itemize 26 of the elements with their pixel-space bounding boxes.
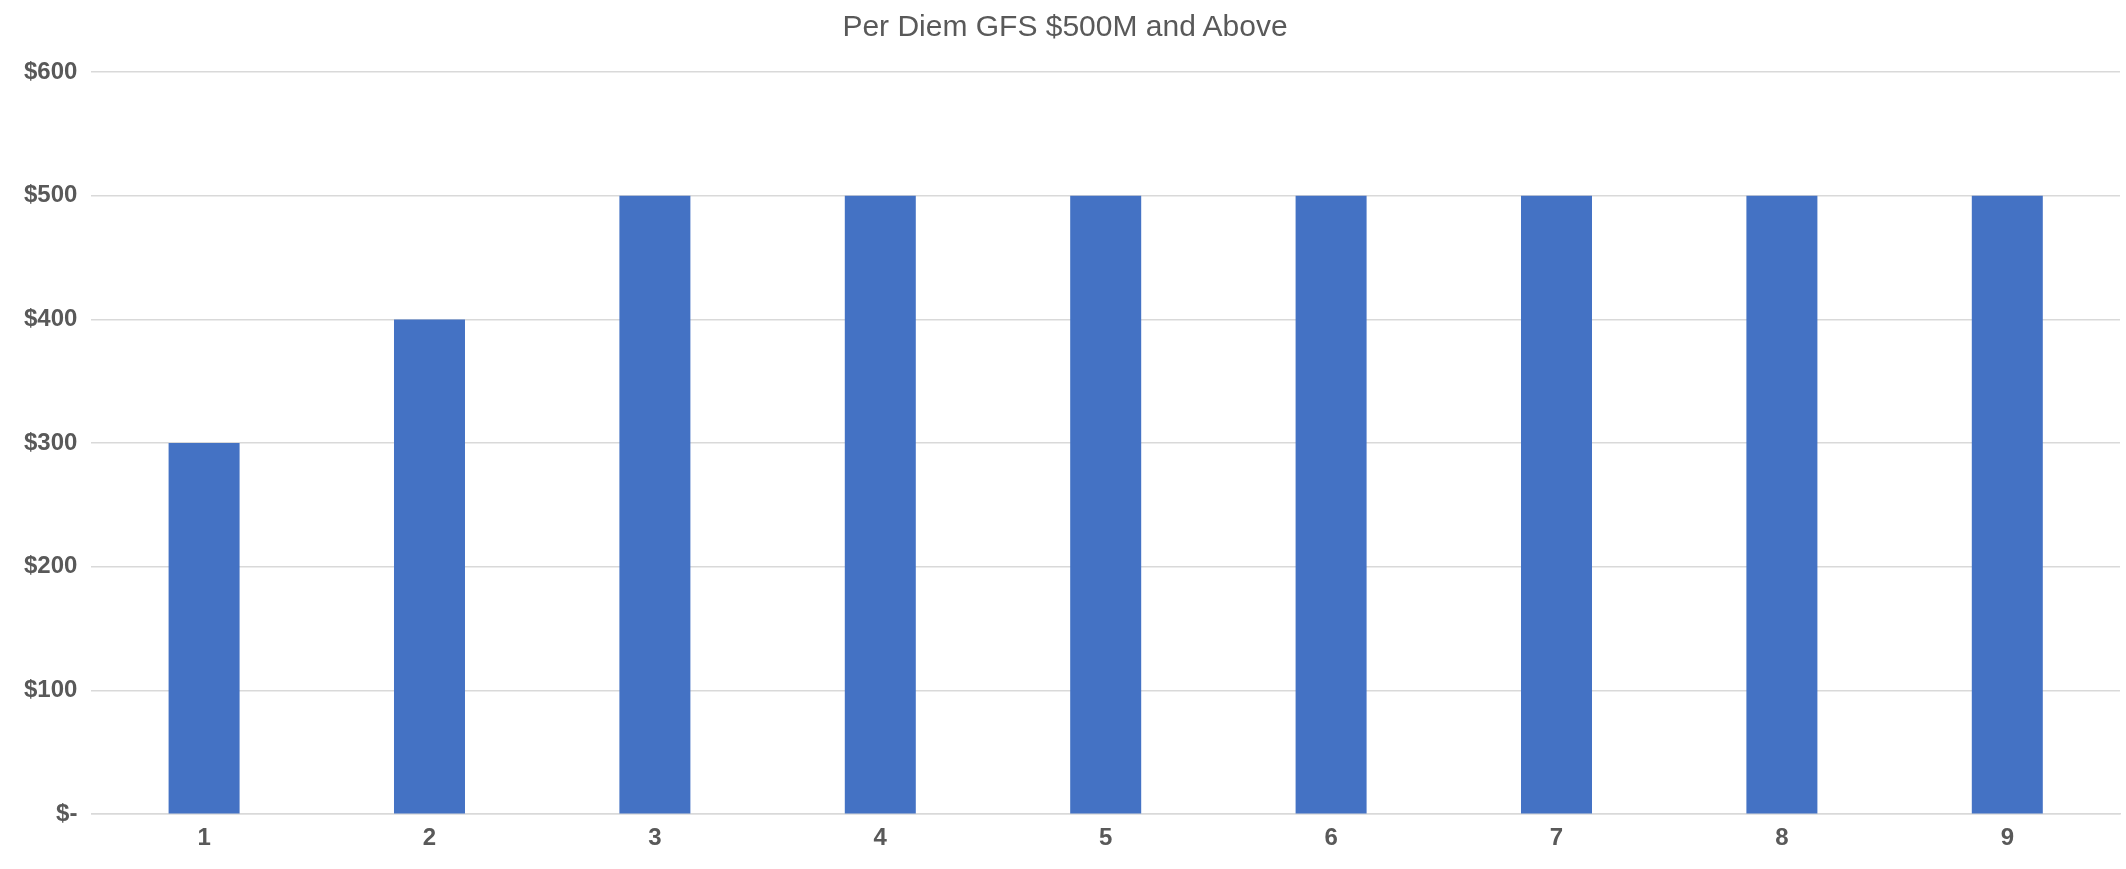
x-tick-label: 3 <box>648 823 662 851</box>
y-tick-label: $- <box>56 798 78 826</box>
x-tick-label: 9 <box>2000 823 2014 851</box>
bar <box>1971 195 2043 814</box>
y-tick-label: $500 <box>24 180 78 208</box>
x-tick-label: 2 <box>422 823 437 851</box>
y-tick-label: $100 <box>24 675 78 703</box>
chart-title: Per Diem GFS $500M and Above <box>842 9 1288 43</box>
bar <box>1746 195 1818 814</box>
y-tick-label: $400 <box>24 304 78 332</box>
y-tick-label: $600 <box>24 56 78 84</box>
bar <box>393 319 465 814</box>
bar <box>844 195 916 814</box>
x-tick-label: 6 <box>1324 823 1338 851</box>
bar <box>619 195 691 814</box>
bar <box>1521 195 1592 814</box>
x-tick-label: 4 <box>873 823 888 851</box>
x-tick-label: 5 <box>1099 823 1113 851</box>
x-tick-label: 7 <box>1549 823 1564 851</box>
y-tick-label: $300 <box>24 427 78 455</box>
x-tick-label: 1 <box>197 823 211 851</box>
bar <box>1295 195 1367 814</box>
bar <box>1070 195 1142 814</box>
bar <box>168 443 240 814</box>
x-tick-label: 8 <box>1775 823 1789 851</box>
y-tick-label: $200 <box>24 551 78 579</box>
